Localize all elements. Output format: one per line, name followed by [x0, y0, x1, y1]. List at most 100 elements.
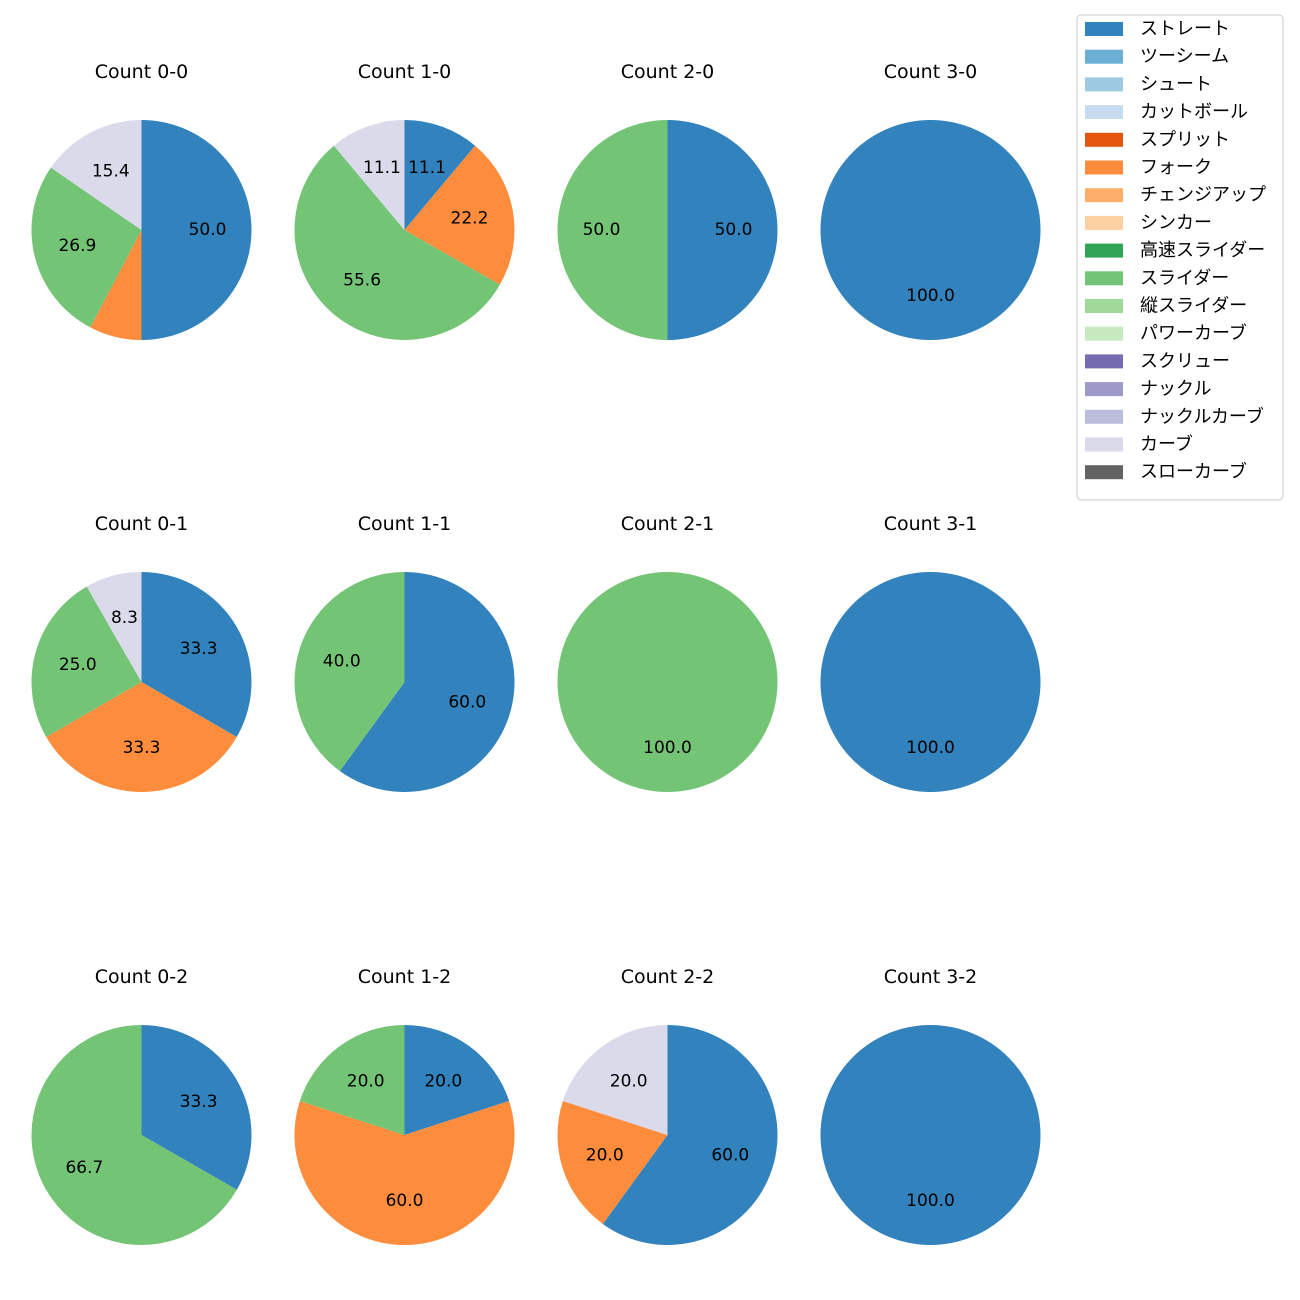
slice-value-label: 60.0 — [448, 692, 486, 712]
legend-label: スローカーブ — [1140, 461, 1247, 483]
slice-value-label: 40.0 — [323, 652, 361, 672]
legend-label: ツーシーム — [1140, 46, 1229, 67]
legend-label: パワーカーブ — [1140, 322, 1247, 344]
pie-slice-カーブ — [86, 572, 142, 682]
legend-item: ストレート — [1085, 19, 1230, 40]
pie-panel: Count 2-0 50.0 50.0 — [557, 61, 778, 340]
chart-title: Count 1-1 — [358, 513, 452, 535]
slice-value-label: 100.0 — [643, 738, 692, 758]
slice-value-label: 20.0 — [610, 1072, 648, 1092]
chart-title: Count 2-2 — [621, 966, 715, 988]
legend-swatch — [1085, 215, 1123, 230]
pie-panels: Count 0-0 50.0 26.9 15.4 Count 1-0 11.1 22.2 55… — [31, 61, 1041, 1246]
slice-value-label: 33.3 — [123, 738, 161, 758]
slice-value-label: 50.0 — [583, 220, 621, 240]
pie-slice-スライダー — [31, 167, 142, 328]
legend-item: スクリュー — [1085, 351, 1230, 372]
pie-panel: Count 2-1 100.0 — [557, 513, 778, 792]
pie-slice-フォーク — [404, 145, 515, 285]
pie-slice-フォーク — [294, 1101, 515, 1245]
legend-swatch — [1085, 77, 1123, 92]
chart-title: Count 1-0 — [358, 61, 452, 83]
legend: ストレートツーシームシュートカットボールスプリットフォークチェンジアップシンカー… — [1076, 14, 1284, 501]
legend-label: 高速スライダー — [1140, 240, 1265, 261]
slice-value-label: 60.0 — [711, 1145, 749, 1165]
pie-slice-フォーク — [557, 1101, 668, 1224]
legend-swatch — [1085, 409, 1123, 424]
slice-value-label: 22.2 — [451, 208, 489, 228]
slice-value-label: 33.3 — [180, 639, 218, 659]
legend-item: カーブ — [1085, 433, 1193, 455]
legend-label: スクリュー — [1140, 351, 1230, 372]
legend-item: カットボール — [1085, 102, 1248, 123]
pie-slice-フォーク — [46, 682, 237, 792]
pie-panel: Count 3-2 100.0 — [820, 966, 1041, 1245]
pie-panel: Count 1-2 20.0 60.0 20.0 — [294, 966, 515, 1245]
slice-value-label: 20.0 — [347, 1072, 385, 1092]
legend-swatch — [1085, 160, 1123, 175]
legend-item: シンカー — [1085, 212, 1212, 233]
slice-value-label: 8.3 — [111, 608, 138, 628]
legend-item: パワーカーブ — [1085, 322, 1247, 344]
slice-value-label: 50.0 — [189, 220, 227, 240]
pie-panel: Count 3-1 100.0 — [820, 513, 1041, 792]
slice-value-label: 50.0 — [715, 220, 753, 240]
slice-value-label: 11.1 — [408, 158, 446, 178]
legend-swatch — [1085, 188, 1123, 203]
legend-label: カーブ — [1140, 433, 1193, 455]
slice-value-label: 20.0 — [424, 1072, 462, 1092]
legend-item: 縦スライダー — [1085, 296, 1247, 317]
slice-value-label: 55.6 — [343, 271, 381, 291]
legend-swatch — [1085, 105, 1123, 120]
chart-title: Count 2-0 — [621, 61, 715, 83]
chart-title: Count 2-1 — [621, 513, 715, 535]
legend-swatch — [1085, 299, 1123, 313]
pie-panel: Count 0-1 33.3 33.3 25.0 8.3 — [31, 513, 252, 792]
pie-panel: Count 3-0 100.0 — [820, 61, 1041, 340]
legend-swatch — [1085, 49, 1123, 64]
pie-slice-ストレート — [820, 572, 1041, 792]
pie-panel: Count 0-2 33.3 66.7 — [31, 966, 252, 1245]
legend-label: ストレート — [1140, 19, 1230, 40]
legend-swatch — [1085, 132, 1123, 147]
legend-item: スプリット — [1085, 129, 1230, 150]
pie-slice-スライダー — [31, 586, 142, 737]
legend-label: 縦スライダー — [1140, 296, 1247, 317]
slice-value-label: 100.0 — [906, 738, 955, 758]
slice-value-label: 11.1 — [363, 158, 401, 178]
chart-title: Count 1-2 — [358, 966, 452, 988]
pie-slice-ストレート — [404, 1025, 510, 1135]
slice-value-label: 100.0 — [906, 1191, 955, 1211]
chart-title: Count 3-1 — [884, 513, 978, 535]
pie-slice-ストレート — [820, 120, 1041, 340]
legend-swatch — [1085, 326, 1123, 341]
legend-swatch — [1085, 243, 1123, 258]
chart-title: Count 0-2 — [95, 966, 189, 988]
chart-title: Count 0-1 — [95, 513, 189, 535]
legend-item: スライダー — [1085, 268, 1229, 289]
pie-slice-ストレート — [141, 572, 252, 737]
legend-label: ナックルカーブ — [1140, 405, 1264, 427]
slice-value-label: 66.7 — [65, 1158, 103, 1178]
pie-slice-スライダー — [294, 572, 405, 771]
chart-title: Count 3-0 — [884, 61, 978, 83]
pie-slice-ストレート — [141, 120, 252, 340]
pie-slice-ストレート — [667, 120, 778, 340]
legend-swatch — [1085, 22, 1123, 36]
legend-label: スライダー — [1140, 268, 1229, 289]
slice-value-label: 26.9 — [58, 236, 96, 256]
pie-slice-カーブ — [333, 120, 405, 230]
legend-swatch — [1085, 271, 1123, 286]
legend-label: チェンジアップ — [1140, 185, 1266, 206]
pie-panel: Count 2-2 60.0 20.0 20.0 — [557, 966, 778, 1246]
legend-swatch — [1085, 465, 1123, 480]
pie-slice-ストレート — [602, 1025, 778, 1246]
pie-slice-スライダー — [31, 1025, 237, 1245]
pie-panel: Count 1-1 60.0 40.0 — [294, 513, 515, 792]
pie-panel: Count 0-0 50.0 26.9 15.4 — [31, 61, 252, 340]
legend-swatch — [1085, 437, 1123, 452]
legend-item: ナックル — [1085, 379, 1211, 400]
legend-swatch — [1085, 354, 1123, 369]
pie-slice-スライダー — [299, 1025, 405, 1135]
slice-value-label: 15.4 — [92, 162, 130, 182]
